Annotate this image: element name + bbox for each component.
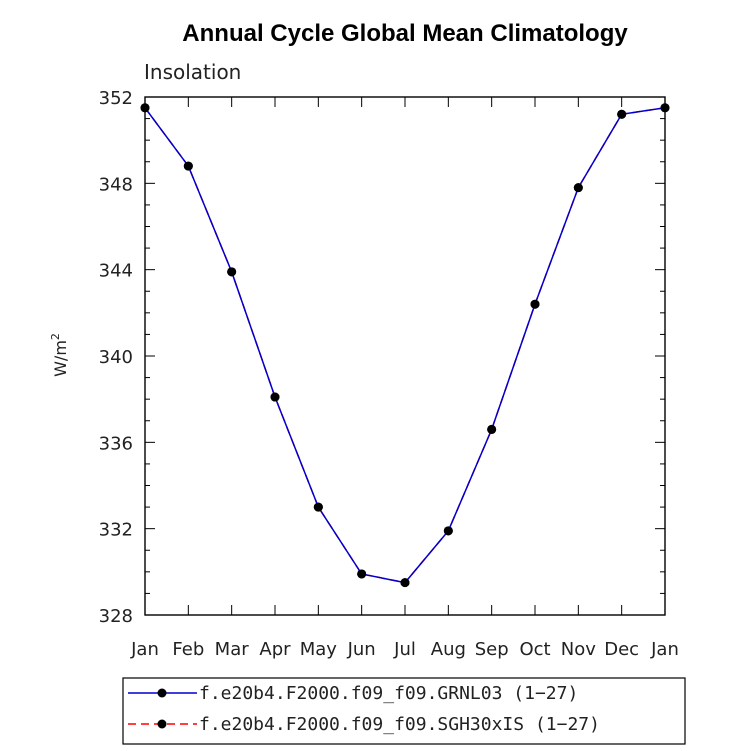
y-tick-label: 328 xyxy=(99,606,133,627)
y-tick-label: 348 xyxy=(99,174,133,195)
data-point xyxy=(617,109,627,119)
data-point xyxy=(357,569,367,579)
x-tick-label: Jan xyxy=(130,639,159,660)
y-tick-label: 340 xyxy=(99,347,133,368)
series-layer xyxy=(144,107,666,584)
data-point xyxy=(140,103,150,113)
legend: f.e20b4.F2000.f09_f09.GRNL03 (1−27) f.e20… xyxy=(122,677,686,745)
series-line xyxy=(144,107,666,584)
x-tick-label: May xyxy=(300,639,338,660)
legend-marker xyxy=(157,688,167,698)
y-tick-label: 332 xyxy=(99,520,133,541)
x-tick-label: Dec xyxy=(604,639,639,660)
data-point xyxy=(400,578,410,588)
plot-frame xyxy=(144,96,666,616)
legend-label: f.e20b4.F2000.f09_f09.SGH30xIS (1−27) xyxy=(199,714,600,735)
x-tick-label: Jan xyxy=(650,639,679,660)
y-axis-title-base: W/m xyxy=(51,340,70,377)
data-point xyxy=(313,502,323,512)
chart-title: Annual Cycle Global Mean Climatology xyxy=(182,20,628,47)
data-point xyxy=(227,267,237,277)
legend-label: f.e20b4.F2000.f09_f09.GRNL03 (1−27) xyxy=(199,683,578,704)
y-axis-title: W/m2 xyxy=(49,333,70,377)
axes-layer: Jan Feb Mar Apr May Jun Jul Aug Sep Oct Nov Dec Jan 3… xyxy=(99,88,679,660)
x-tick-label: Apr xyxy=(259,639,291,660)
x-tick-label: Mar xyxy=(215,639,250,660)
chart-subtitle: Insolation xyxy=(144,60,241,84)
y-tick-label: 344 xyxy=(99,261,133,282)
series-line xyxy=(144,107,666,584)
legend-marker xyxy=(157,719,167,729)
marker-layer xyxy=(140,103,670,588)
legend-box xyxy=(122,677,686,745)
data-point xyxy=(183,161,193,171)
data-point xyxy=(660,103,670,113)
x-tick-label: Aug xyxy=(431,639,466,660)
data-point xyxy=(487,424,497,434)
y-axis-title-sup: 2 xyxy=(49,333,62,340)
y-tick-label: 352 xyxy=(99,88,133,109)
x-tick-label: Nov xyxy=(561,639,596,660)
data-point xyxy=(573,183,583,193)
data-point xyxy=(443,526,453,536)
x-tick-label: Jun xyxy=(347,639,376,660)
data-point xyxy=(270,392,280,402)
x-tick-label: Sep xyxy=(475,639,509,660)
x-tick-label: Jul xyxy=(393,639,416,660)
x-tick-label: Feb xyxy=(172,639,204,660)
svg-text:W/m2: W/m2 xyxy=(49,333,70,377)
x-tick-label: Oct xyxy=(519,639,550,660)
data-point xyxy=(530,299,540,309)
y-tick-label: 336 xyxy=(99,433,133,454)
